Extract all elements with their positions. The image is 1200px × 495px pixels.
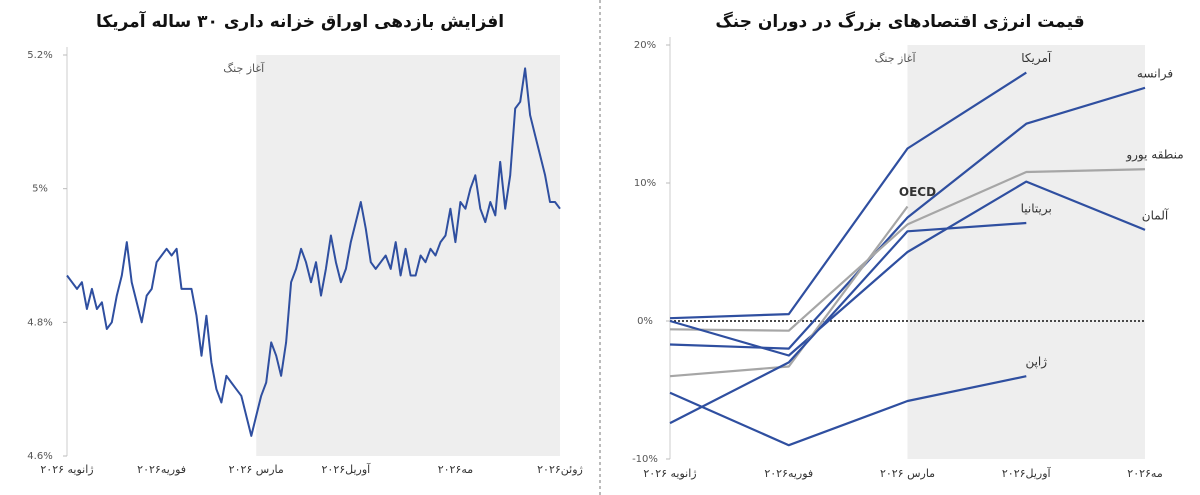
data-line <box>669 205 909 378</box>
x-tick-label: مارس ۲۰۲۶ <box>880 467 935 480</box>
series-label: منطقه یورو <box>1125 148 1183 163</box>
series-label: OECD <box>899 185 936 199</box>
y-tick-label: 4.6% <box>27 451 52 462</box>
series-label: ژاپن <box>1025 355 1047 370</box>
x-tick-label: فوریه۲۰۲۶ <box>764 467 813 480</box>
chart-title: قیمت انرژی اقتصادهای بزرگ در دوران جنگ <box>715 11 1084 32</box>
x-tick-label: فوریه۲۰۲۶ <box>137 463 186 476</box>
highlight-region <box>907 45 1145 459</box>
x-tick-label: مارس ۲۰۲۶ <box>229 463 284 476</box>
data-line <box>669 180 1146 357</box>
data-line <box>669 168 1146 332</box>
y-tick-label: 0% <box>637 316 653 327</box>
annotation: آغاز جنگ <box>875 51 917 65</box>
y-tick-label: 4.8% <box>27 317 52 328</box>
data-line <box>66 67 561 437</box>
y-tick-label: 10% <box>634 178 656 189</box>
data-line <box>669 221 1027 425</box>
series-label: آلمان <box>1142 207 1169 222</box>
y-tick-label: -10% <box>632 454 658 465</box>
series-label: فرانسه <box>1137 66 1173 81</box>
highlight-region <box>256 55 560 456</box>
annotation: آغاز جنگ <box>223 61 265 75</box>
x-tick-label: مه۲۰۲۶ <box>438 463 474 476</box>
y-tick-label: 5.2% <box>27 50 52 61</box>
x-tick-label: آوریل۲۰۲۶ <box>322 462 372 476</box>
x-tick-label: ژانویه ۲۰۲۶ <box>40 463 93 476</box>
data-line <box>669 71 1027 320</box>
chart-title: افزایش بازدهی اوراق خزانه داری ۳۰ ساله آ… <box>96 10 504 32</box>
y-tick-label: 20% <box>634 40 656 51</box>
x-tick-label: ژوئن۲۰۲۶ <box>537 463 583 476</box>
x-tick-label: مه۲۰۲۶ <box>1127 467 1163 480</box>
x-tick-label: ژانویه ۲۰۲۶ <box>643 467 696 480</box>
data-line <box>669 375 1027 447</box>
y-tick-label: 5% <box>32 184 48 195</box>
data-line <box>669 86 1146 350</box>
series-label: بریتانیا <box>1021 202 1052 217</box>
series-label: آمریکا <box>1021 50 1052 66</box>
x-tick-label: آوریل۲۰۲۶ <box>1002 466 1052 480</box>
